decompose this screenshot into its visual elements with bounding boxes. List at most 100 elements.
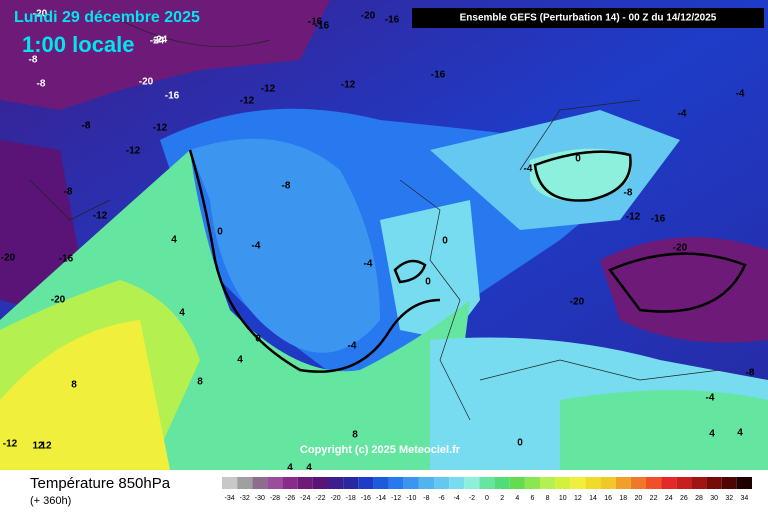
legend-label: 32 xyxy=(725,495,733,502)
coastlines xyxy=(29,19,721,421)
contour-label: -24 xyxy=(153,35,168,46)
legend-swatch xyxy=(312,477,328,489)
legend-label: 8 xyxy=(546,495,550,502)
contour-label-layer: -20-24-16-16-20 -16-8-24-8 -20-16 -12-12 -12… xyxy=(1,9,755,474)
legend-label: -24 xyxy=(300,495,310,502)
legend-swatch xyxy=(646,477,662,489)
contour-label: 8 xyxy=(197,377,203,388)
legend-swatch xyxy=(222,477,238,489)
footer-lead: (+ 360h) xyxy=(30,495,71,507)
contour-label: -12 xyxy=(626,212,641,223)
contour-label: 4 xyxy=(709,429,715,440)
legend-label: 0 xyxy=(485,495,489,502)
contour-label: -4 xyxy=(252,241,261,252)
legend-label: 20 xyxy=(635,495,643,502)
contour-label: 8 xyxy=(352,430,358,441)
footer-title: Température 850hPa xyxy=(30,475,171,492)
contour-label: -4 xyxy=(736,89,745,100)
legend-swatch xyxy=(509,477,525,489)
contour-label: -20 xyxy=(673,243,688,254)
contour-label: -8 xyxy=(29,55,38,66)
contour-label: 0 xyxy=(517,438,523,449)
legend-swatch xyxy=(267,477,283,489)
contour-label: 0 xyxy=(425,277,431,288)
contour-label: -16 xyxy=(651,214,666,225)
legend-swatch xyxy=(721,477,737,489)
legend-swatch xyxy=(343,477,359,489)
contour-label: -12 xyxy=(341,80,356,91)
legend-swatch xyxy=(434,477,450,489)
contour-label: -20 xyxy=(361,11,376,22)
contour-label: 0 xyxy=(255,334,261,345)
contour-label: 12 xyxy=(32,441,44,452)
legend-label: -34 xyxy=(225,495,235,502)
date-title: Lundi 29 décembre 2025 xyxy=(14,9,200,26)
legend-label: 26 xyxy=(680,495,688,502)
legend-swatch xyxy=(615,477,631,489)
legend-swatch xyxy=(570,477,586,489)
contour-label: 0 xyxy=(217,227,223,238)
contour-label: -8 xyxy=(746,368,755,379)
legend-label: -28 xyxy=(270,495,280,502)
legend-swatch xyxy=(403,477,419,489)
contour-label: 12 xyxy=(40,441,52,452)
contour-label: -4 xyxy=(678,109,687,120)
legend-label: -2 xyxy=(469,495,475,502)
contour-label: -16 xyxy=(385,15,400,26)
contour-label: -12 xyxy=(3,439,18,450)
legend-swatch xyxy=(676,477,692,489)
legend-swatch xyxy=(328,477,344,489)
legend-label: 18 xyxy=(619,495,627,502)
legend-swatch xyxy=(252,477,268,489)
legend-swatch xyxy=(449,477,465,489)
legend-swatch xyxy=(585,477,601,489)
contour-label: -20 xyxy=(139,77,154,88)
legend-label: 24 xyxy=(665,495,673,502)
copyright: Copyright (c) 2025 Meteociel.fr xyxy=(300,444,461,456)
legend-swatch xyxy=(373,477,389,489)
contour-label: 4 xyxy=(171,235,177,246)
contour-label: 4 xyxy=(306,463,312,474)
contour-label: 0 xyxy=(442,236,448,247)
contour-lines xyxy=(188,149,747,373)
contour-label: -20 xyxy=(570,297,585,308)
legend-label: -16 xyxy=(361,495,371,502)
contour-label: 8 xyxy=(71,380,77,391)
legend-label: 10 xyxy=(559,495,567,502)
map-field xyxy=(0,0,768,470)
legend-swatch xyxy=(540,477,556,489)
model-info: Ensemble GEFS (Perturbation 14) - 00 Z d… xyxy=(460,13,717,24)
legend-swatch xyxy=(282,477,298,489)
legend-label: -14 xyxy=(376,495,386,502)
color-legend: -34 -32 -30 -28 -26 -24 -22 -20 -18 -16 -14 -12 -10-… xyxy=(222,477,752,502)
legend-swatch xyxy=(358,477,374,489)
legend-label: -4 xyxy=(454,495,460,502)
contour-label: 4 xyxy=(287,463,293,474)
legend-label: -8 xyxy=(423,495,429,502)
contour-label: -16 xyxy=(315,21,330,32)
legend-swatch xyxy=(418,477,434,489)
contour-label: 0 xyxy=(575,154,581,165)
legend-swatch xyxy=(464,477,480,489)
contour-label: -20 xyxy=(1,253,16,264)
contour-label: -20 xyxy=(33,9,48,20)
legend-label: -22 xyxy=(315,495,325,502)
contour-label: -4 xyxy=(364,259,373,270)
legend-swatch xyxy=(479,477,495,489)
contour-label: -12 xyxy=(261,84,276,95)
legend-label: 34 xyxy=(741,495,749,502)
legend-label: -10 xyxy=(406,495,416,502)
legend-label: 14 xyxy=(589,495,597,502)
contour-label: -8 xyxy=(37,79,46,90)
contour-label: -24 xyxy=(150,36,165,47)
legend-swatch xyxy=(524,477,540,489)
contour-label: -8 xyxy=(282,181,291,192)
legend-label: 28 xyxy=(695,495,703,502)
legend-label: -30 xyxy=(255,495,265,502)
contour-label: -4 xyxy=(348,341,357,352)
legend-swatch xyxy=(494,477,510,489)
legend-swatch xyxy=(237,477,253,489)
legend-label: -32 xyxy=(240,495,250,502)
